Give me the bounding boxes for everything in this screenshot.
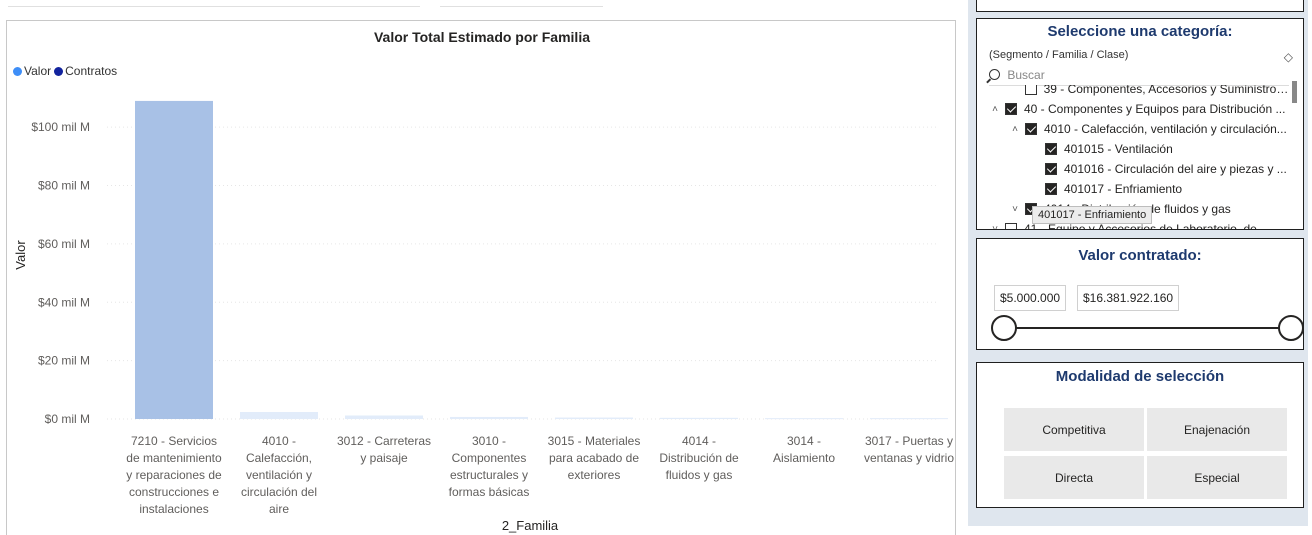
search-input[interactable]: Buscar xyxy=(989,68,1289,86)
valor-slicer: Valor contratado: $5.000.000 $16.381.922… xyxy=(976,238,1304,350)
modalidad-competitiva-button[interactable]: Competitiva xyxy=(1004,408,1144,451)
chevron-down-icon[interactable]: ˅ xyxy=(992,223,998,230)
chevron-up-icon[interactable]: ˄ xyxy=(992,103,998,115)
tree-item[interactable]: 401017 - Enfriamiento xyxy=(977,179,1293,199)
y-tick-label: $60 mil M xyxy=(38,237,90,251)
tree-item-label: 401015 - Ventilación xyxy=(1064,142,1173,156)
top-divider xyxy=(8,6,420,7)
bar[interactable] xyxy=(345,415,423,419)
tree-item[interactable]: ˄ 4010 - Calefacción, ventilación y circu… xyxy=(977,119,1293,139)
checkbox[interactable] xyxy=(1045,143,1057,155)
tree-item-label: 39 - Componentes, Accesorios y Suministr… xyxy=(1043,85,1293,96)
bar[interactable] xyxy=(135,100,213,419)
tree-item-label: 4010 - Calefacción, ventilación y circul… xyxy=(1044,122,1287,136)
tree-scrollbar[interactable] xyxy=(1292,81,1297,103)
y-axis-title: Valor xyxy=(13,240,28,270)
checkbox[interactable] xyxy=(1005,103,1017,115)
checkbox[interactable] xyxy=(1024,85,1037,95)
x-tick-label: 3010 -Componentes estructurales y formas b… xyxy=(449,434,530,499)
x-tick-label: 3015 - Materiales para acabado de exterior… xyxy=(548,434,641,482)
y-tick-label: $40 mil M xyxy=(38,295,90,309)
modalidad-directa-button[interactable]: Directa xyxy=(1004,456,1144,499)
modalidad-slicer: Modalidad de selección Competitiva Enaje… xyxy=(976,362,1304,508)
legend-dot-icon xyxy=(13,66,22,76)
chart-panel[interactable]: $0 mil M $20 mil M $40 mil M $60 mil M $80 m… xyxy=(6,20,956,535)
tree-item[interactable]: 401015 - Ventilación xyxy=(977,139,1293,159)
y-tick-label: $100 mil M xyxy=(31,120,90,134)
x-axis-title: 2_Familia xyxy=(502,518,559,533)
tree-item-label: 40 - Componentes y Equipos para Distribu… xyxy=(1024,102,1286,116)
legend-dot-icon xyxy=(54,66,64,76)
tree-item[interactable]: ˄ 40 - Componentes y Equipos para Distrib… xyxy=(977,99,1293,119)
gridlines xyxy=(107,126,937,420)
checkbox[interactable] xyxy=(1045,163,1057,175)
x-tick-label: 3014 -Aislamiento xyxy=(773,434,835,465)
x-tick-label: 3012 - Carreteras y paisaje xyxy=(337,434,431,465)
x-axis-ticks: 7210 - Servicios de mantenimiento y repara… xyxy=(126,434,954,516)
bar[interactable] xyxy=(555,417,633,419)
x-tick-label: 4014 -Distribución de fluidos y gas xyxy=(659,434,739,482)
top-divider xyxy=(440,6,603,7)
chevron-up-icon[interactable]: ˄ xyxy=(1012,123,1018,135)
modalidad-enajenacion-button[interactable]: Enajenación xyxy=(1147,408,1287,451)
valor-min-input[interactable]: $5.000.000 xyxy=(994,285,1067,311)
tree-item[interactable]: ˅ 41 - Equipo y Accesorios de Laboratorio… xyxy=(977,219,1293,229)
bar[interactable] xyxy=(450,416,528,419)
y-axis-ticks: $0 mil M $20 mil M $40 mil M $60 mil M $80 m… xyxy=(31,120,90,426)
tooltip: 401017 - Enfriamiento xyxy=(1032,206,1153,224)
search-placeholder: Buscar xyxy=(1007,68,1045,82)
x-tick-label: 7210 - Servicios de mantenimiento y repara… xyxy=(126,434,222,516)
bar[interactable] xyxy=(660,417,738,419)
tree-item-label: 401017 - Enfriamiento xyxy=(1064,182,1183,196)
category-slicer-subtitle: (Segmento / Familia / Clase) xyxy=(989,49,1129,61)
bar[interactable] xyxy=(765,418,843,420)
x-tick-label: 3017 - Puertas y ventanas y vidrio xyxy=(864,434,954,465)
legend-entry-valor[interactable]: Valor xyxy=(13,64,51,78)
y-tick-label: $80 mil M xyxy=(38,179,90,193)
category-slicer-title: Seleccione una categoría: xyxy=(1047,23,1233,40)
chart-title: Valor Total Estimado por Familia xyxy=(373,29,590,45)
checkbox[interactable] xyxy=(1025,123,1037,135)
slider-max-handle[interactable] xyxy=(1278,315,1304,341)
tree-item[interactable]: 39 - Componentes, Accesorios y Suministr… xyxy=(977,85,1293,99)
category-slicer: Seleccione una categoría: (Segmento / Fa… xyxy=(976,18,1304,230)
category-tree: 39 - Componentes, Accesorios y Suministr… xyxy=(977,85,1295,229)
y-tick-label: $0 mil M xyxy=(45,412,90,426)
tree-item[interactable]: 401016 - Circulación del aire y piezas y… xyxy=(977,159,1293,179)
eraser-icon[interactable]: ◇ xyxy=(1283,50,1293,64)
legend-label: Contratos xyxy=(65,64,118,78)
bar[interactable] xyxy=(870,418,948,420)
slider-min-handle[interactable] xyxy=(991,315,1017,341)
range-slider-track[interactable] xyxy=(1001,327,1279,329)
legend-entry-contratos[interactable]: Contratos xyxy=(54,64,117,78)
chart-legend: Valor Contratos xyxy=(13,64,117,78)
bar-chart: $0 mil M $20 mil M $40 mil M $60 mil M $80 m… xyxy=(13,100,954,533)
modalidad-slicer-title: Modalidad de selección xyxy=(1055,368,1225,385)
modalidad-especial-button[interactable]: Especial xyxy=(1147,456,1287,499)
tree-item-label: 401016 - Circulación del aire y piezas y… xyxy=(1064,162,1287,176)
x-tick-label: 4010 -Calefacción, ventilación y circulaci… xyxy=(241,434,317,516)
valor-max-input[interactable]: $16.381.922.160 xyxy=(1077,285,1180,311)
legend-label: Valor xyxy=(24,64,52,78)
checkbox[interactable] xyxy=(1005,223,1017,229)
search-icon xyxy=(989,69,1000,80)
y-tick-label: $20 mil M xyxy=(38,354,90,368)
bars xyxy=(135,100,948,420)
chevron-down-icon[interactable]: ˅ xyxy=(1012,203,1018,215)
valor-slicer-title: Valor contratado: xyxy=(1078,247,1202,264)
top-panel-stub xyxy=(976,0,1304,12)
checkbox[interactable] xyxy=(1045,183,1057,195)
bar[interactable] xyxy=(240,411,318,419)
